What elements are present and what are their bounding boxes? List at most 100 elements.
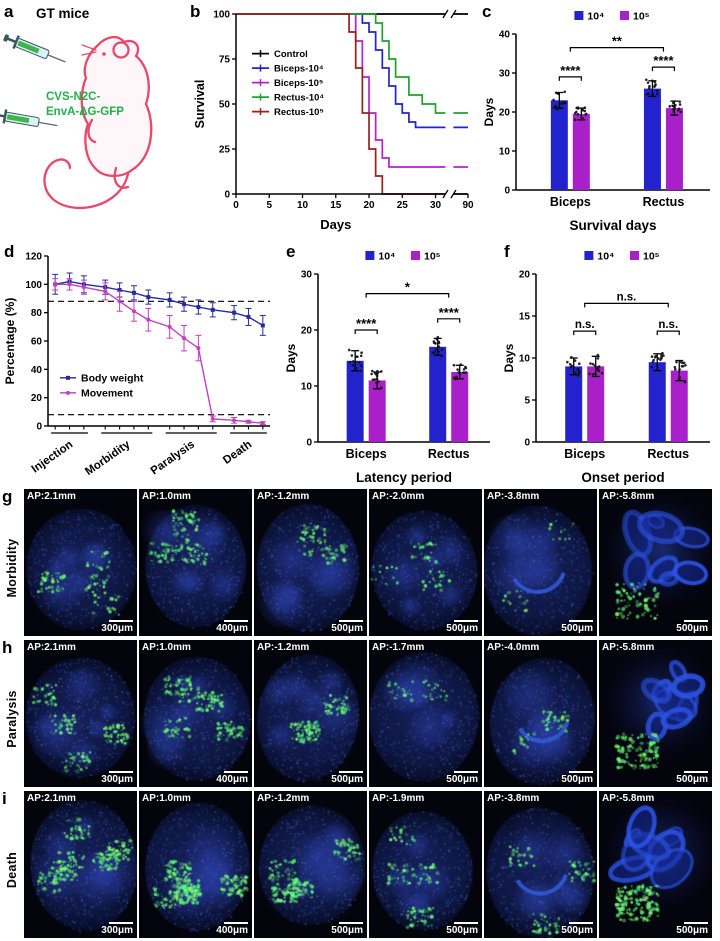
data-point bbox=[674, 368, 677, 371]
ap-coordinate-label: AP:-5.8mm bbox=[602, 642, 655, 653]
y-tick-label: 20 bbox=[301, 326, 313, 337]
scale-bar: 500μm bbox=[446, 619, 478, 634]
x-axis-title: Survival days bbox=[569, 218, 656, 233]
panel-letter-f: f bbox=[504, 242, 510, 261]
scale-bar: 500μm bbox=[331, 619, 363, 634]
scale-bar-text: 500μm bbox=[331, 774, 363, 785]
marker bbox=[182, 302, 187, 307]
needle bbox=[47, 54, 66, 63]
x-tick-label: 90 bbox=[462, 200, 474, 211]
data-point bbox=[584, 113, 587, 116]
marker bbox=[232, 310, 237, 315]
row-label: Paralysis bbox=[5, 690, 19, 749]
data-point bbox=[437, 350, 441, 354]
mouse-body bbox=[80, 35, 153, 178]
ap-coordinate-label: AP:-1.2mm bbox=[257, 491, 310, 502]
panel-letter-h: h bbox=[2, 638, 13, 657]
scale-bar: 400μm bbox=[216, 770, 248, 785]
data-point bbox=[668, 105, 672, 108]
ap-coordinate-label: AP:-1.9mm bbox=[372, 793, 425, 804]
brain-section-image bbox=[254, 640, 367, 787]
sig-label: n.s. bbox=[575, 319, 595, 331]
data-point bbox=[456, 368, 459, 371]
data-point bbox=[673, 365, 677, 369]
scale-bar-line bbox=[569, 619, 593, 622]
sig-label: n.s. bbox=[658, 319, 678, 331]
scale-bar-text: 300μm bbox=[101, 774, 133, 785]
micro-gutter: i Death bbox=[0, 789, 24, 938]
marker bbox=[131, 309, 136, 314]
y-tick-label: 0 bbox=[504, 186, 510, 197]
survival-days-chart: 0 10 20 30 40 Biceps Rectus 10⁴ 10⁵ **** **** ** Day… bbox=[482, 4, 718, 236]
sig-bracket bbox=[573, 330, 597, 336]
scale-bar-text: 400μm bbox=[216, 623, 248, 634]
scale-bar-line bbox=[684, 770, 708, 773]
scale-bar: 500μm bbox=[331, 921, 363, 936]
legend-label: 10⁵ bbox=[424, 251, 441, 263]
marker bbox=[232, 418, 237, 423]
scale-bar-line bbox=[109, 921, 133, 924]
axis-break-slash bbox=[442, 9, 449, 19]
sig-label: **** bbox=[560, 63, 581, 78]
scale-bar-line bbox=[569, 770, 593, 773]
scale-bar-text: 500μm bbox=[676, 925, 708, 936]
data-point bbox=[554, 104, 557, 108]
legend-label: 10⁴ bbox=[378, 251, 395, 263]
panel-c-survival-days: c 0 10 20 30 40 Biceps Rectus 10⁴ 10⁵ **** **** ** D… bbox=[480, 0, 720, 238]
row-label: Death bbox=[5, 852, 19, 889]
data-point bbox=[578, 370, 581, 374]
marker bbox=[260, 421, 265, 426]
micro-row-morbidity: g Morbidity AP:2.1mm 300μm AP:1.0mm 400μm AP:-… bbox=[0, 487, 720, 636]
ap-coordinate-label: AP:-5.8mm bbox=[602, 793, 655, 804]
mouse-hind-leg bbox=[113, 166, 130, 189]
data-point bbox=[351, 364, 355, 367]
y-tick-label: 0 bbox=[224, 190, 230, 201]
data-point bbox=[596, 365, 600, 369]
plunger-flange bbox=[2, 109, 8, 124]
x-tick-label: 5 bbox=[266, 200, 272, 211]
panel-letter-e: e bbox=[286, 242, 296, 261]
legend-swatch bbox=[620, 11, 629, 20]
marker bbox=[260, 323, 265, 328]
data-point bbox=[432, 341, 436, 345]
plunger-flange bbox=[12, 35, 20, 50]
microscopy-section: g Morbidity AP:2.1mm 300μm AP:1.0mm 400μm AP:-… bbox=[0, 487, 720, 941]
scale-bar-line bbox=[224, 921, 248, 924]
brain-section-image bbox=[24, 489, 137, 636]
scale-bar-text: 500μm bbox=[561, 774, 593, 785]
y-axis-title: Days bbox=[482, 97, 496, 126]
mouse-tail bbox=[43, 158, 130, 209]
data-point bbox=[581, 108, 585, 112]
bar bbox=[643, 88, 661, 190]
data-point bbox=[583, 106, 587, 110]
panel-letter-g: g bbox=[2, 487, 13, 506]
bar bbox=[648, 362, 666, 442]
y-tick-label: 100 bbox=[25, 280, 42, 291]
sig-label: **** bbox=[653, 53, 674, 68]
y-tick-label: 25 bbox=[219, 145, 231, 156]
y-tick-label: 75 bbox=[219, 55, 231, 66]
micro-tiles: AP:2.1mm 300μm AP:1.0mm 400μm AP:-1.2mm 500μm… bbox=[24, 640, 720, 787]
data-point bbox=[348, 360, 352, 364]
bar bbox=[670, 370, 688, 442]
data-point bbox=[573, 112, 577, 115]
scale-bar: 500μm bbox=[561, 770, 593, 785]
data-point bbox=[660, 354, 663, 358]
legend-swatch bbox=[411, 251, 420, 260]
scale-bar: 400μm bbox=[216, 921, 248, 936]
scale-bar-line bbox=[339, 921, 363, 924]
y-tick-label: 10 bbox=[499, 147, 511, 158]
data-point bbox=[653, 85, 656, 88]
legend-swatch bbox=[584, 251, 594, 260]
data-point bbox=[591, 362, 595, 366]
x-axis-title: Onset period bbox=[581, 470, 664, 485]
y-tick-label: 40 bbox=[31, 365, 43, 376]
panel-a-schematic: a GT mice bbox=[0, 0, 190, 238]
data-point bbox=[452, 376, 456, 380]
micro-gutter: h Paralysis bbox=[0, 638, 24, 787]
scale-bar-text: 500μm bbox=[561, 623, 593, 634]
data-point bbox=[377, 380, 380, 383]
sig-bracket bbox=[569, 47, 665, 52]
data-point bbox=[435, 338, 439, 341]
data-point bbox=[645, 93, 649, 96]
